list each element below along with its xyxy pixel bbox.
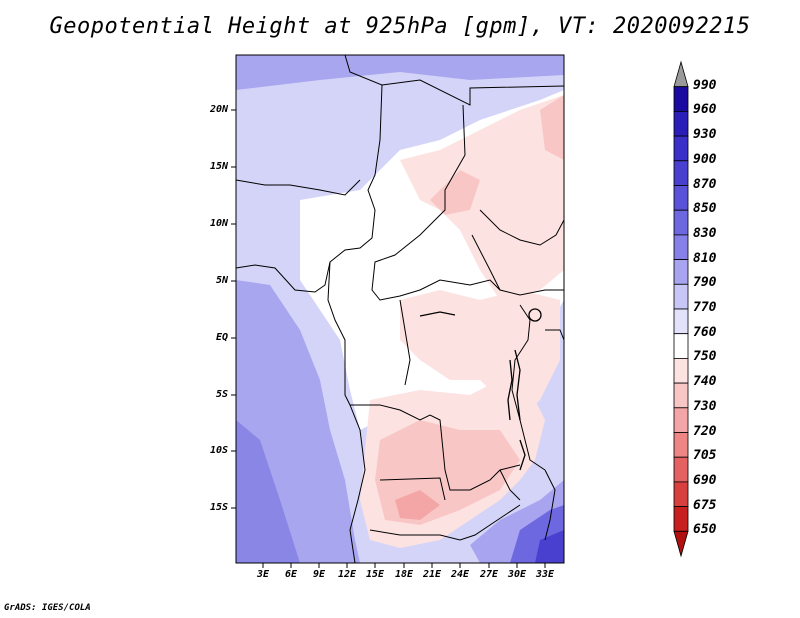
colorbar-level-label: 930 xyxy=(693,127,717,143)
lat-label-eq: EQ xyxy=(215,332,228,343)
colorbar xyxy=(673,60,689,558)
lat-label-5n: 5N xyxy=(215,275,228,286)
colorbar-segment xyxy=(673,407,689,433)
lon-label-24e: 24E xyxy=(450,569,470,580)
colorbar-segment xyxy=(673,283,689,310)
lon-label-15e: 15E xyxy=(365,569,385,580)
colorbar-segment xyxy=(673,382,689,409)
lat-label-15s: 15S xyxy=(209,502,228,513)
colorbar-segment xyxy=(673,86,689,112)
colorbar-level-label: 960 xyxy=(693,102,717,118)
lat-label-5s: 5S xyxy=(215,389,228,400)
colorbar-segment xyxy=(673,308,689,335)
colorbar-level-label: 675 xyxy=(693,497,717,513)
colorbar-level-label: 740 xyxy=(693,374,717,390)
colorbar-segment xyxy=(673,456,689,483)
colorbar-level-label: 790 xyxy=(693,275,717,291)
colorbar-level-label: 850 xyxy=(693,201,717,217)
boundaries xyxy=(235,54,565,564)
colorbar-level-label: 750 xyxy=(693,349,717,365)
colorbar-level-label: 730 xyxy=(693,398,717,414)
colorbar-level-label: 650 xyxy=(693,522,717,538)
colorbar-level-label: 705 xyxy=(693,448,717,464)
height-field xyxy=(236,55,564,563)
lon-label-33e: 33E xyxy=(535,569,555,580)
colorbar-segment xyxy=(673,111,689,137)
colorbar-level-label: 810 xyxy=(693,250,717,266)
lon-ticks xyxy=(262,563,546,568)
colorbar-level-label: 900 xyxy=(693,151,717,167)
colorbar-segment xyxy=(673,506,689,532)
colorbar-segment xyxy=(673,160,689,186)
colorbar-segment xyxy=(673,185,689,211)
colorbar-bottom-arrow xyxy=(673,530,689,558)
colorbar-segment xyxy=(673,357,689,384)
colorbar-level-label: 990 xyxy=(693,77,717,93)
colorbar-segment xyxy=(673,209,689,236)
colorbar-level-label: 770 xyxy=(693,300,717,315)
lon-label-27e: 27E xyxy=(479,569,499,580)
plot-frame xyxy=(235,54,565,564)
colorbar-level-label: 690 xyxy=(693,472,717,488)
lon-label-21e: 21E xyxy=(422,569,442,580)
lat-label-10s: 10S xyxy=(209,445,228,456)
lat-label-10n: 10N xyxy=(209,218,228,229)
lakes xyxy=(419,308,542,471)
colorbar-level-label: 720 xyxy=(693,423,717,439)
colorbar-level-label: 870 xyxy=(693,176,717,192)
colorbar-segment xyxy=(673,432,689,458)
lon-label-18e: 18E xyxy=(394,569,414,580)
colorbar-segment xyxy=(673,234,689,260)
colorbar-segment xyxy=(673,333,689,359)
lon-label-6e: 6E xyxy=(284,569,298,580)
colorbar-segment xyxy=(673,135,689,162)
lon-label-3e: 3E xyxy=(256,569,270,580)
colorbar-top-arrow xyxy=(673,60,689,88)
colorbar-level-label: 760 xyxy=(693,324,717,340)
lat-ticks xyxy=(231,109,236,509)
lat-label-15n: 15N xyxy=(209,161,228,172)
colorbar-level-label: 830 xyxy=(693,225,717,241)
lat-label-20n: 20N xyxy=(209,104,228,115)
colorbar-segment xyxy=(673,481,689,507)
colorbar-segment xyxy=(673,259,689,285)
grads-credit: GrADS: IGES/COLA xyxy=(4,603,91,613)
lon-label-30e: 30E xyxy=(507,569,527,580)
map-title: Geopotential Height at 925hPa [gpm], VT:… xyxy=(49,14,751,39)
lon-label-12e: 12E xyxy=(337,569,357,580)
lon-label-9e: 9E xyxy=(312,569,326,580)
